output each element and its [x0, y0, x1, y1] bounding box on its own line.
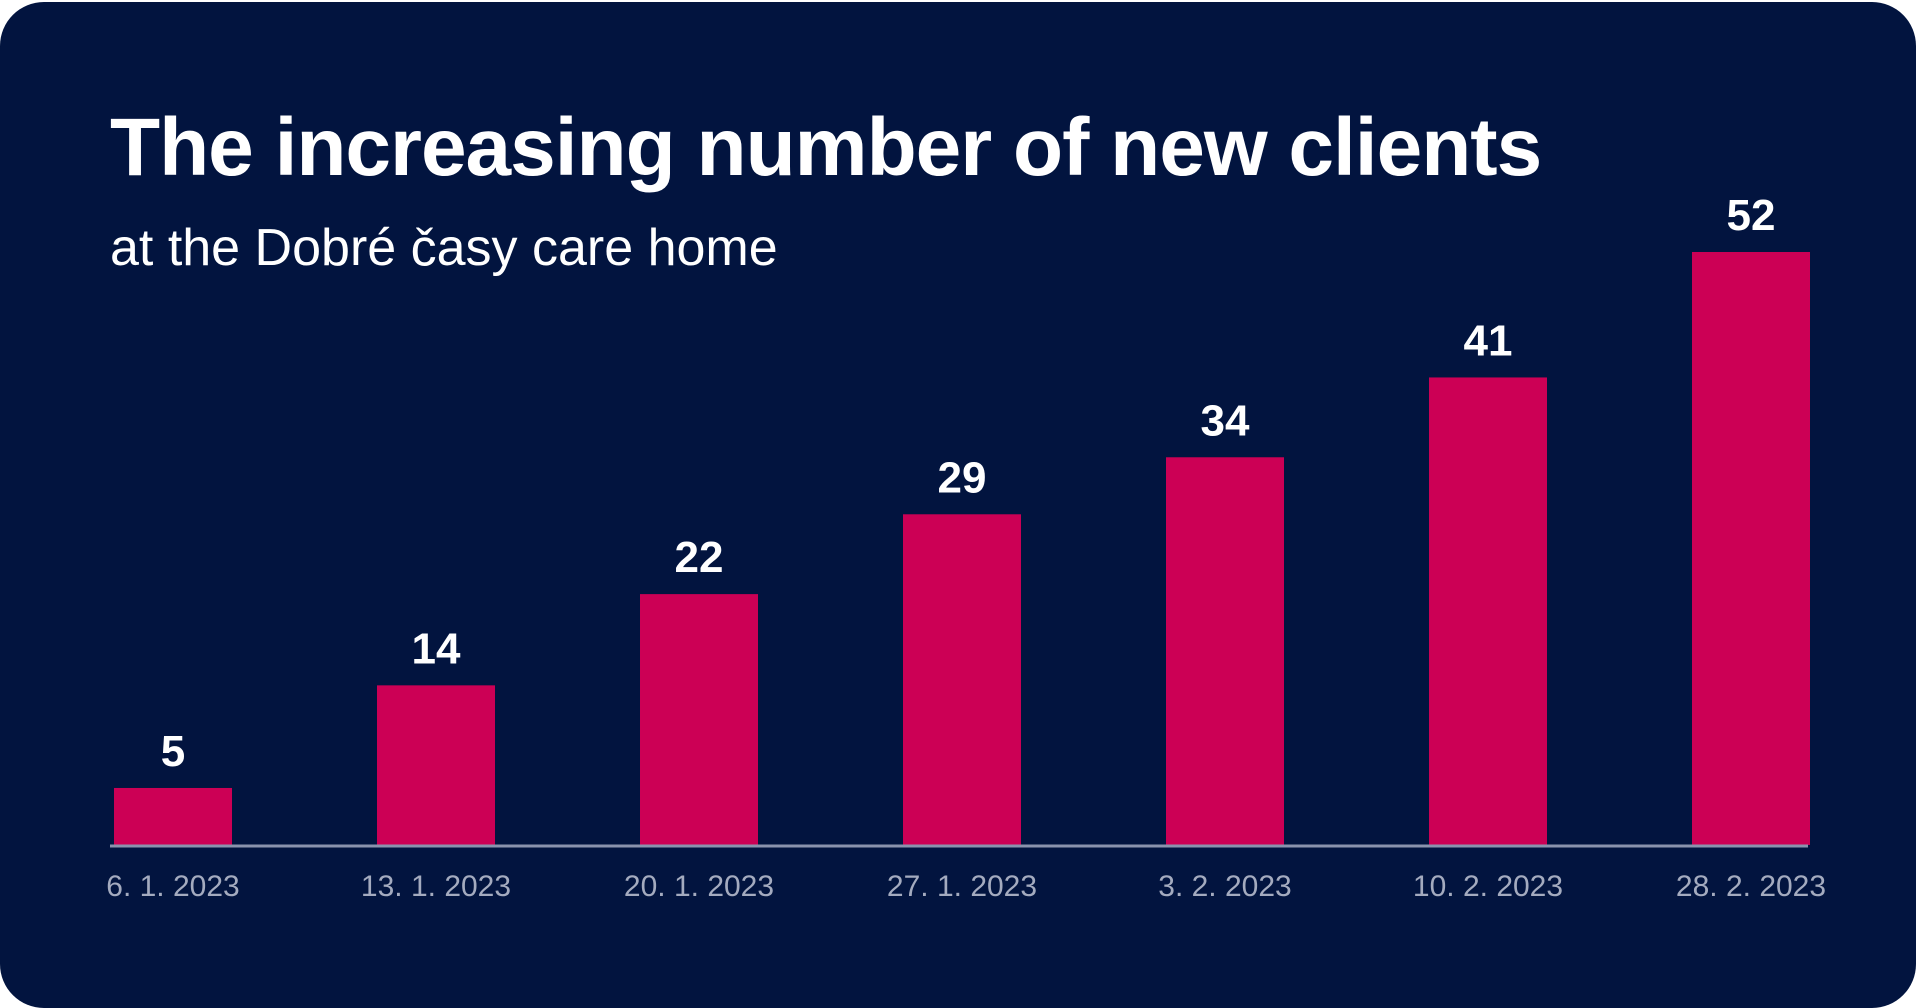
- bar-value-label: 5: [161, 727, 185, 776]
- x-tick-label: 10. 2. 2023: [1413, 870, 1563, 903]
- chart-subtitle: at the Dobré časy care home: [110, 219, 778, 277]
- chart-title: The increasing number of new clients: [110, 102, 1542, 193]
- x-tick-label: 6. 1. 2023: [106, 870, 239, 903]
- bar: [640, 594, 758, 845]
- x-tick-label: 20. 1. 2023: [624, 870, 774, 903]
- x-tick-label: 13. 1. 2023: [361, 870, 511, 903]
- bar-value-label: 14: [412, 624, 461, 673]
- x-tick-label: 3. 2. 2023: [1158, 870, 1291, 903]
- bar-value-label: 22: [675, 533, 724, 582]
- bar: [114, 787, 232, 845]
- bar-value-label: 41: [1464, 316, 1513, 365]
- x-tick-label: 27. 1. 2023: [887, 870, 1037, 903]
- bar-value-label: 34: [1201, 396, 1250, 445]
- bar-value-label: 52: [1727, 191, 1776, 240]
- bar: [1166, 457, 1284, 845]
- bar: [1429, 377, 1547, 845]
- x-tick-label: 28. 2. 2023: [1676, 870, 1826, 903]
- bar: [377, 685, 495, 845]
- bar: [903, 514, 1021, 845]
- bar-value-label: 29: [938, 453, 987, 502]
- bar: [1692, 252, 1810, 845]
